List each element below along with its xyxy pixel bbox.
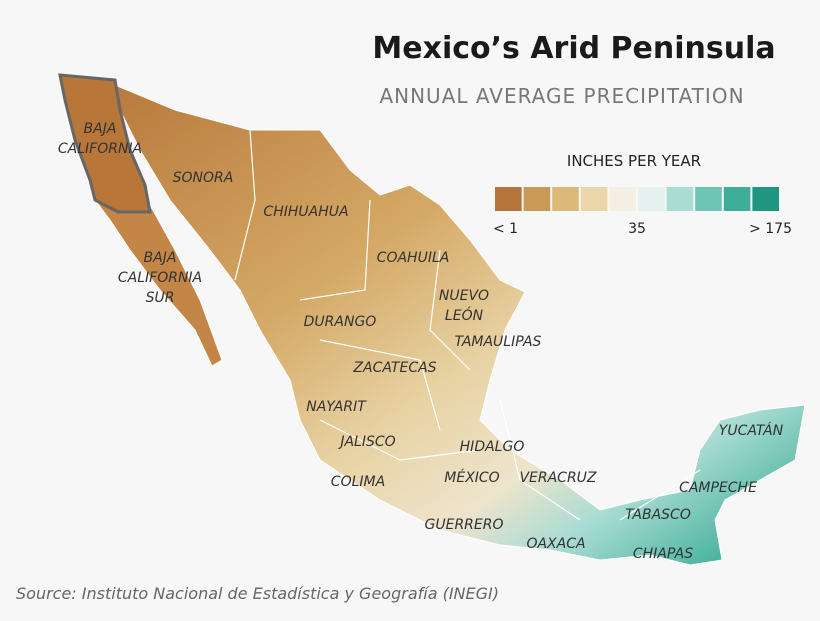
region-label: OAXACA — [526, 536, 585, 552]
legend-swatch — [638, 187, 665, 211]
region-label: COAHUILA — [377, 250, 450, 266]
region-label: CHIHUAHUA — [263, 204, 348, 220]
region-label-line: LEÓN — [445, 306, 484, 324]
region-label-line: JALISCO — [337, 434, 395, 450]
region-label: YUCATÁN — [719, 422, 784, 439]
legend-swatch — [552, 187, 579, 211]
region-label-line: TABASCO — [625, 507, 691, 523]
region-label: HIDALGO — [460, 439, 525, 455]
map — [58, 73, 806, 566]
legend — [495, 187, 779, 211]
region-label: CAMPECHE — [679, 480, 757, 496]
legend-swatch — [523, 187, 551, 211]
border — [234, 129, 256, 281]
region-label: BAJA CALIFORNIA — [58, 121, 142, 157]
region-label: MÉXICO — [444, 469, 499, 486]
legend-title: INCHES PER YEAR — [567, 152, 701, 170]
legend-swatch — [666, 187, 694, 211]
legend-swatch — [495, 187, 522, 211]
region-label: GUERRERO — [425, 517, 504, 533]
source: Source: Instituto Nacional de Estadístic… — [16, 584, 499, 603]
legend-swatch — [695, 187, 722, 211]
region-label-line: NAYARIT — [306, 399, 367, 415]
region-label-line: BAJA — [144, 250, 177, 266]
border — [429, 249, 471, 371]
region-label-line: SUR — [146, 290, 175, 306]
region-label-line: YUCATÁN — [719, 422, 784, 439]
region-labels: BAJA CALIFORNIA SONORA CHIHUAHUA BAJA CALIFOR… — [58, 121, 784, 562]
region-label-line: COLIMA — [331, 474, 385, 490]
region-label-line: GUERRERO — [425, 517, 504, 533]
subtitle: ANNUAL AVERAGE PRECIPITATION — [379, 84, 744, 108]
region-label-line: MÉXICO — [444, 469, 499, 486]
region-label: TABASCO — [625, 507, 691, 523]
mainland — [114, 84, 806, 566]
region-label: VERACRUZ — [519, 470, 596, 486]
region-label-line: NUEVO — [439, 288, 489, 304]
legend-label: 35 — [628, 221, 646, 237]
region-label: SONORA — [173, 170, 234, 186]
region-label-line: BAJA — [84, 121, 117, 137]
region-label: DURANGO — [304, 314, 377, 330]
region-label-line: CALIFORNIA — [58, 141, 142, 157]
region-label-line: HIDALGO — [460, 439, 525, 455]
region-label-line: CALIFORNIA — [118, 270, 202, 286]
border — [319, 419, 481, 461]
region-label: CHIAPAS — [633, 546, 693, 562]
region-label: COLIMA — [331, 474, 385, 490]
title: Mexico’s Arid Peninsula — [372, 31, 775, 66]
region-label-line: SONORA — [173, 170, 234, 186]
region-label-line: VERACRUZ — [519, 470, 596, 486]
region-label: NUEVO LEÓN — [439, 288, 489, 324]
region-label-line: COAHUILA — [377, 250, 450, 266]
region-label-line: ZACATECAS — [352, 360, 436, 376]
legend-swatch — [609, 187, 636, 211]
region-label: NAYARIT — [306, 399, 367, 415]
region-label: TAMAULIPAS — [455, 334, 542, 350]
region-label-line: CHIAPAS — [633, 546, 693, 562]
region-label-line: OAXACA — [526, 536, 585, 552]
region-label-line: CHIHUAHUA — [263, 204, 348, 220]
region-label: JALISCO — [337, 434, 395, 450]
legend-label: > 175 — [749, 221, 792, 237]
region-label-line: CAMPECHE — [679, 480, 757, 496]
legend-swatch — [752, 187, 779, 211]
border — [619, 469, 701, 521]
legend-swatch — [723, 187, 751, 211]
border — [319, 339, 441, 431]
region-label: BAJA CALIFORNIA SUR — [118, 250, 202, 306]
region-label-line: DURANGO — [304, 314, 377, 330]
legend-label: < 1 — [493, 221, 518, 237]
legend-swatch — [580, 187, 608, 211]
state-borders — [234, 129, 701, 521]
baja-california — [58, 73, 152, 214]
border — [299, 199, 371, 301]
border — [499, 399, 581, 521]
region-label: ZACATECAS — [352, 360, 436, 376]
region-label-line: TAMAULIPAS — [455, 334, 542, 350]
